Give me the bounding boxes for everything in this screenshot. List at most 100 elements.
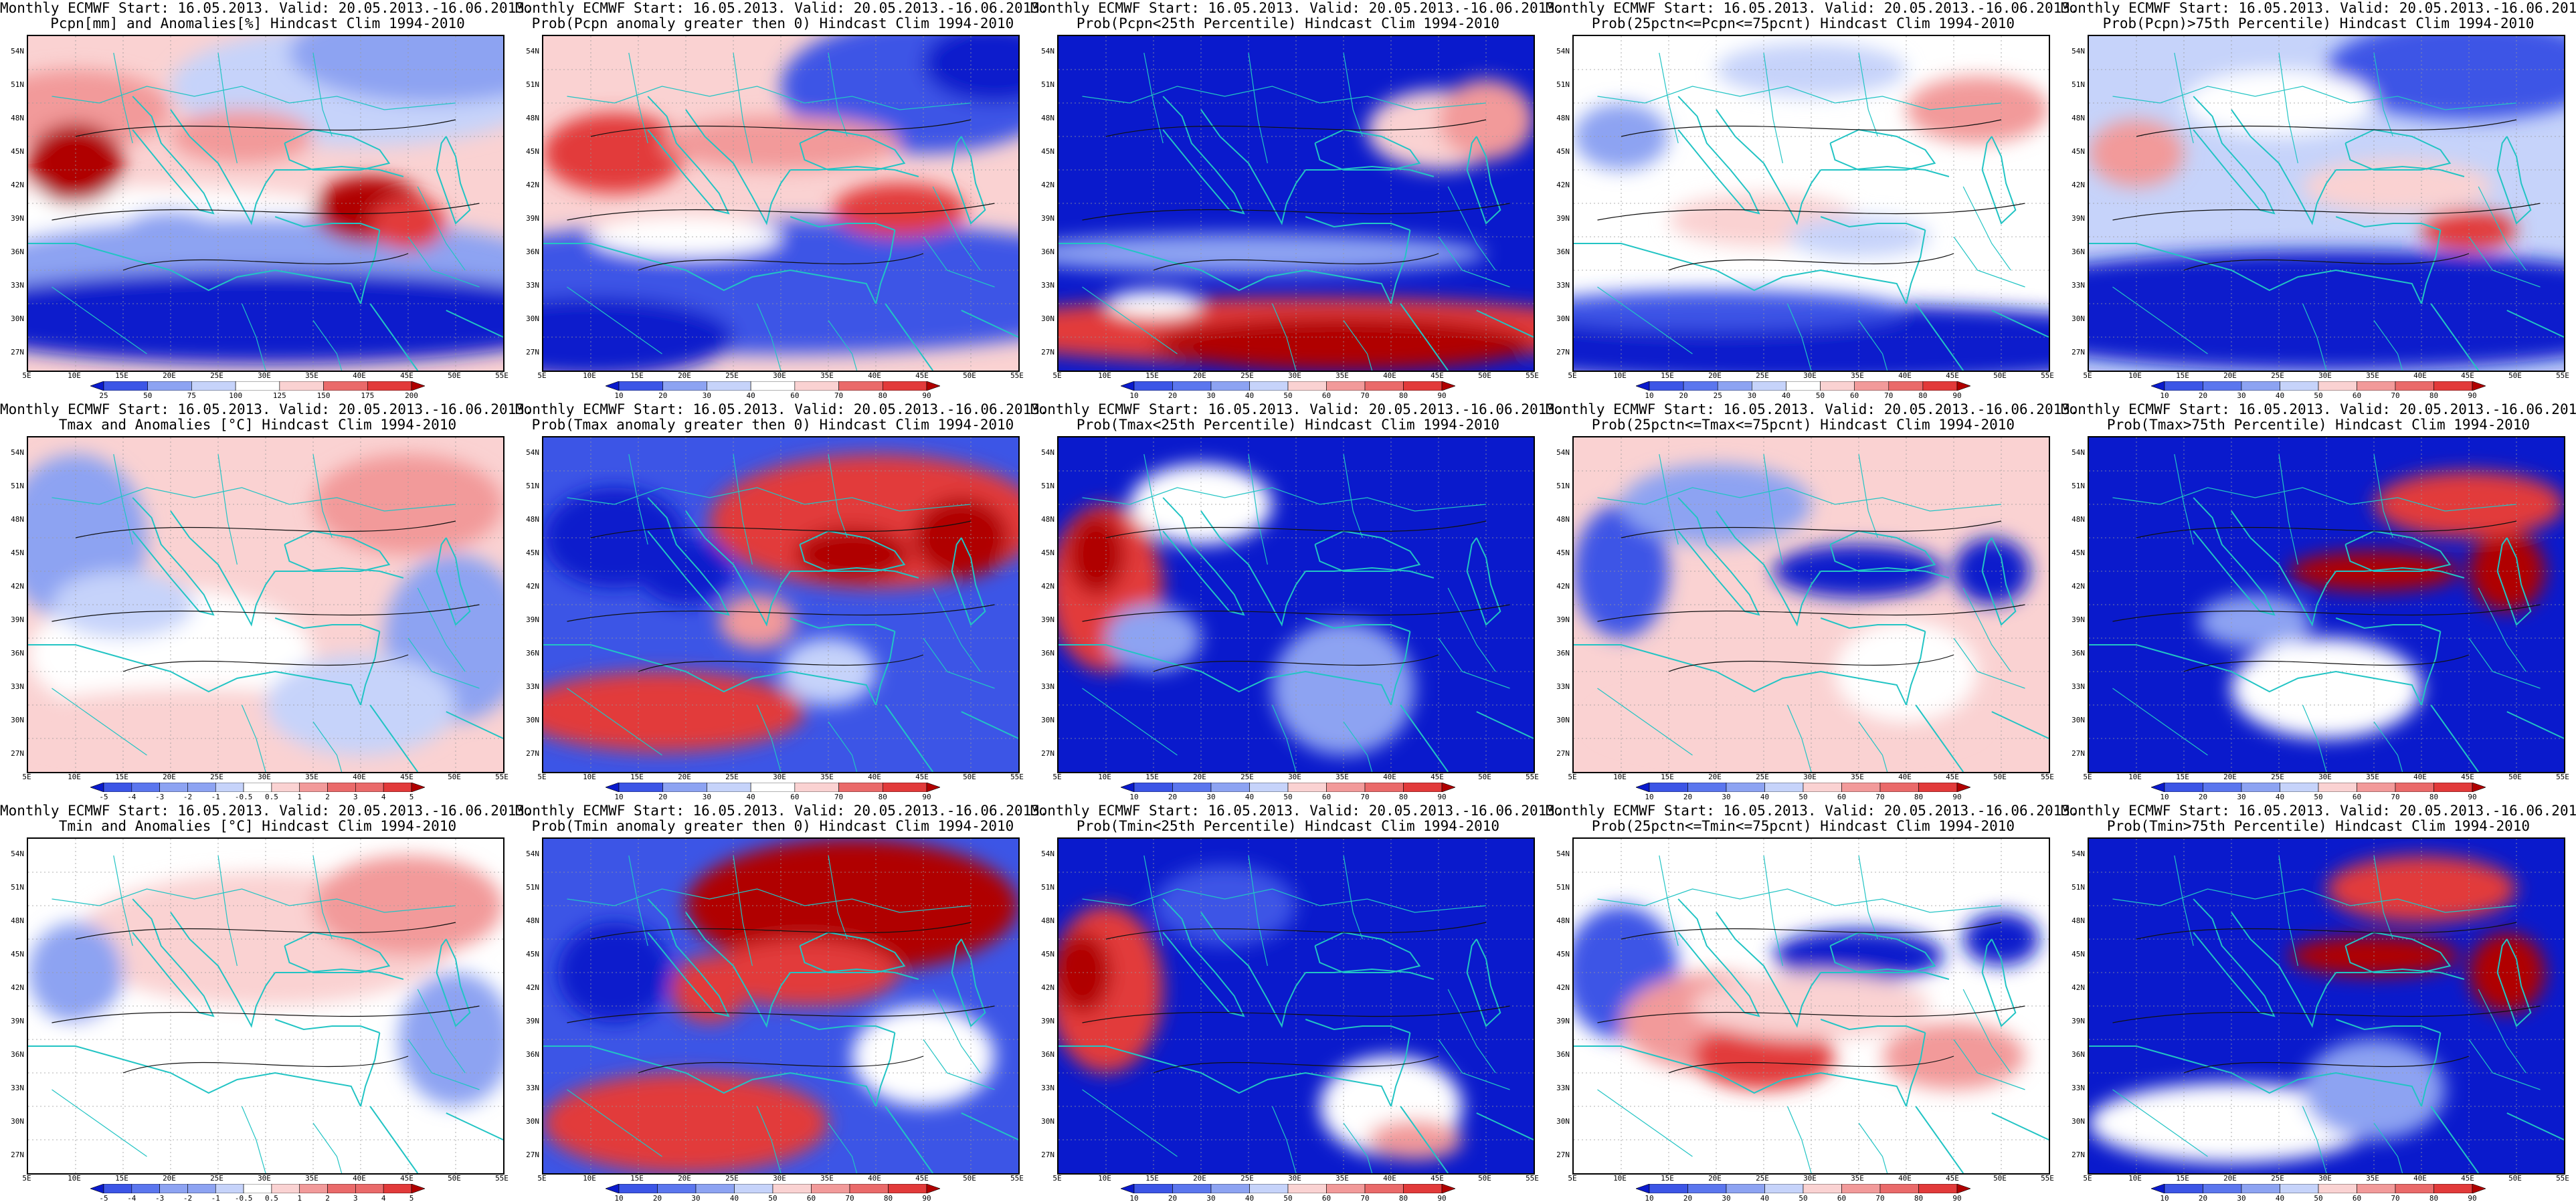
country-border <box>312 320 343 371</box>
map-panel-pcpn-prob-lt25: Monthly ECMWF Start: 16.05.2013. Valid: … <box>1030 0 1564 401</box>
country-border <box>1858 320 1888 371</box>
coastline-gulf <box>2506 711 2564 739</box>
coastline-levant <box>1906 1032 1926 1107</box>
colorbar-tick-label: 80 <box>878 793 887 801</box>
lon-tick-label: 40E <box>353 773 366 781</box>
coastline-caspian <box>2496 136 2532 225</box>
lat-tick-label: 27N <box>1556 749 1570 758</box>
lat-tick-label: 42N <box>11 983 24 992</box>
lat-tick-label: 36N <box>1556 247 1570 256</box>
contour-line <box>1105 520 1487 538</box>
lat-tick-label: 54N <box>1556 47 1570 56</box>
country-border <box>113 52 133 144</box>
country-border <box>1659 454 1679 545</box>
lon-tick-label: 25E <box>725 773 739 781</box>
lon-tick-label: 5E <box>1052 773 1062 781</box>
country-border <box>113 855 133 946</box>
map-svg <box>1059 36 1534 371</box>
colorbar-segment <box>2151 1184 2165 1193</box>
map-area <box>27 436 504 773</box>
colorbar-segment <box>838 381 883 391</box>
coastline-caspian <box>1466 136 1501 225</box>
colorbar-segment <box>926 381 940 391</box>
country-border <box>932 186 981 271</box>
lat-tick-label: 42N <box>526 983 539 992</box>
lon-tick-label: 25E <box>2271 371 2284 380</box>
colorbar-segment <box>618 783 664 792</box>
coastline-turkeyS <box>1305 617 1410 632</box>
country-border <box>828 454 848 538</box>
colorbar-segment <box>243 1184 272 1193</box>
country-border <box>1962 989 2011 1074</box>
coastline-turkeyN <box>1821 567 1950 579</box>
colorbar-tick-label: 90 <box>1952 1194 1962 1203</box>
lon-tick-label: 25E <box>2271 773 2284 781</box>
colorbar-tick-label: 60 <box>1837 1194 1847 1203</box>
country-border <box>567 888 972 913</box>
colorbar <box>1121 1184 1455 1193</box>
colorbar <box>90 381 425 391</box>
colorbar-tick-label: 40 <box>746 391 755 400</box>
country-border <box>923 236 995 288</box>
lon-tick-label: 5E <box>22 773 31 781</box>
field-blob <box>2302 1039 2446 1140</box>
coastline-gulf <box>1476 711 1534 739</box>
colorbar-segment <box>215 1184 244 1193</box>
colorbar-tick-label: 2 <box>325 793 330 801</box>
coastline-turkeyS <box>1820 216 1926 231</box>
lon-tick-label: 10E <box>1098 1174 1111 1183</box>
map-svg <box>28 36 503 371</box>
coastline-blacksea <box>1829 128 1936 171</box>
colorbar-tick-label: 60 <box>1850 391 1859 400</box>
country-border <box>756 303 781 371</box>
contour-line <box>122 654 409 672</box>
map-panel-tmax-prob-lt25: Monthly ECMWF Start: 16.05.2013. Valid: … <box>1030 401 1564 803</box>
lon-tick-label: 25E <box>1756 773 1769 781</box>
lon-tick-label: 55E <box>495 371 509 380</box>
lon-tick-label: 20E <box>163 371 176 380</box>
colorbar-tick-label: 70 <box>1875 793 1885 801</box>
colorbar-tick-label: 80 <box>1918 391 1928 400</box>
contour-line <box>75 520 456 538</box>
field-blob <box>1272 621 1415 755</box>
country-border <box>407 236 480 288</box>
lon-tick-label: 25E <box>1756 371 1769 380</box>
lat-tick-label: 48N <box>526 916 539 925</box>
country-border <box>1143 52 1164 144</box>
colorbar-tick-label: 25 <box>1713 391 1722 400</box>
colorbar-tick-label: 40 <box>2275 1194 2285 1203</box>
country-border <box>2112 1089 2208 1157</box>
lon-tick-label: 45E <box>915 773 929 781</box>
contour-line <box>567 203 995 221</box>
country-border <box>628 855 648 946</box>
lon-tick-label: 30E <box>1803 773 1817 781</box>
colorbar-segment <box>1803 783 1842 792</box>
field-shading <box>543 36 1018 371</box>
colorbar-tick-label: 40 <box>729 1194 739 1203</box>
lon-tick-label: 20E <box>1193 1174 1206 1183</box>
lat-tick-label: 51N <box>2072 80 2085 89</box>
lat-tick-label: 39N <box>11 1017 24 1025</box>
country-border <box>1271 1106 1297 1173</box>
contour-line <box>1621 922 2002 940</box>
coastline-africa <box>543 644 877 706</box>
country-border <box>241 704 266 772</box>
lon-tick-label: 55E <box>2041 773 2054 781</box>
colorbar-segment <box>1210 381 1250 391</box>
coastline-turkeyS <box>790 1019 895 1033</box>
lat-tick-label: 33N <box>526 281 539 290</box>
country-border <box>2112 688 2208 756</box>
coastline-caspian <box>1981 136 2017 225</box>
coastline-gulf <box>446 711 503 739</box>
contour-line <box>1597 203 2025 221</box>
country-border <box>217 52 238 164</box>
colorbar-tick-label: 50 <box>2314 1194 2323 1203</box>
country-border <box>1786 303 1812 371</box>
colorbar-segment <box>1364 381 1404 391</box>
lon-tick-label: 15E <box>2176 773 2189 781</box>
coastline-levant <box>875 631 896 706</box>
field-blob <box>1906 76 2049 143</box>
country-border <box>1343 721 1373 772</box>
lat-tick-label: 27N <box>526 348 539 357</box>
lon-tick-label: 50E <box>1478 371 1491 380</box>
